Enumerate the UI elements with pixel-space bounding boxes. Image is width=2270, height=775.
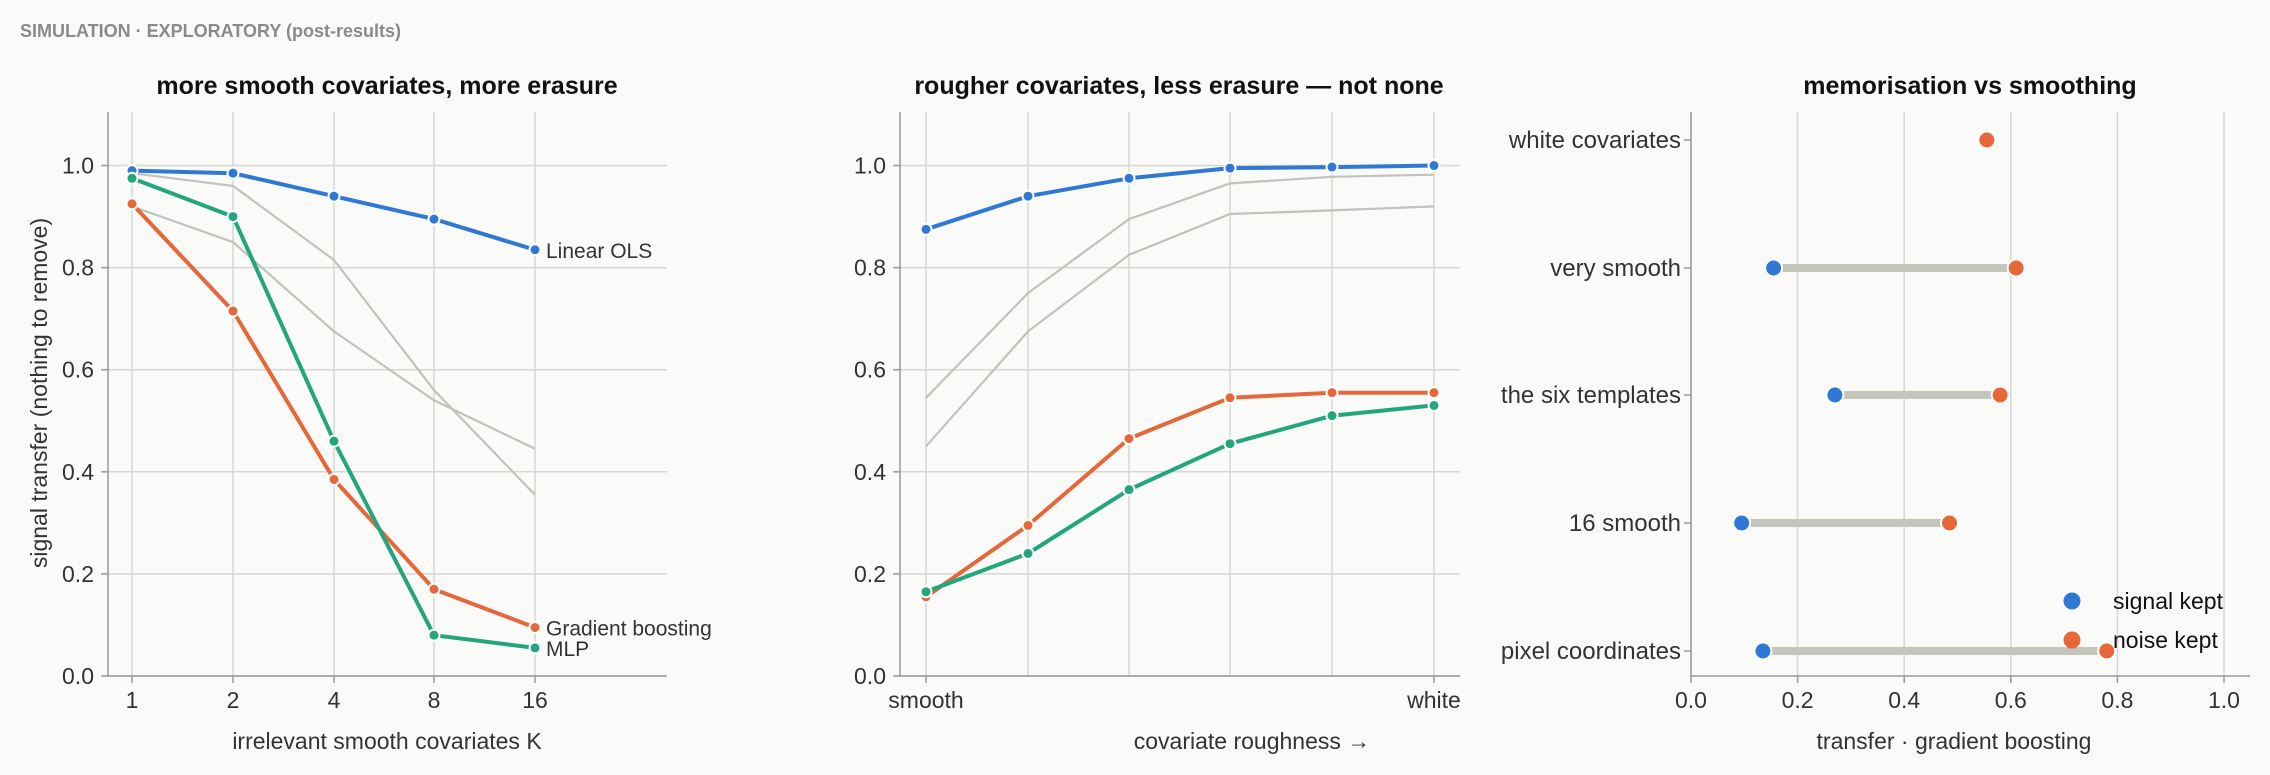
reference-line [925,173,1435,399]
panel2-title: rougher covariates, less erasure — not n… [914,72,1443,100]
legend: signal kept noise kept [2063,588,2224,653]
category-label: white covariates [1508,127,1681,154]
legend-signal-marker [2063,592,2081,610]
data-point [1122,432,1136,446]
panel3-x-axis-label: transfer · gradient boosting [1817,728,2092,754]
category-label: very smooth [1550,255,1681,282]
legend-noise-label: noise kept [2113,627,2218,653]
x-tick-label: 1 [126,687,139,713]
x-tick-label: 0.4 [1888,687,1920,713]
data-point [1021,518,1035,532]
panel1-title: more smooth covariates, more erasure [156,72,617,100]
data-point [1021,189,1035,203]
panel1-x-axis-label: irrelevant smooth covariates K [232,728,542,754]
data-point [226,304,240,318]
x-tick-label: 0.0 [1675,687,1707,713]
signal-kept-dot [1825,385,1845,405]
reference-line [925,163,1435,232]
data-point [1122,171,1136,185]
x-tick-label: 4 [328,687,341,713]
data-point [919,222,933,236]
x-tick-label: 0.8 [2101,687,2133,713]
y-tick-label: 0.2 [62,561,94,587]
y-tick-label: 0.4 [854,459,886,485]
panel3-title: memorisation vs smoothing [1803,72,2136,100]
y-tick-label: 0.8 [62,255,94,281]
panel2-x-axis-label: covariate roughness → [1134,728,1371,754]
x-tick-label: 1.0 [2208,687,2240,713]
x-tick-label: 16 [522,687,548,713]
y-tick-label: 0.0 [854,663,886,689]
panel-memorisation: memorisation vs smoothing 0.0 0.2 0.4 0.6 0.… [1501,72,2250,754]
y-tick-label: 0.2 [854,561,886,587]
data-point [1223,437,1237,451]
y-tick-label: 0.6 [854,357,886,383]
y-tick-label: 0.8 [854,255,886,281]
data-point [1223,391,1237,405]
data-point [1021,546,1035,560]
data-point [1223,161,1237,175]
noise-kept-dot [1940,513,1960,533]
legend-noise-marker [2063,631,2081,649]
x-tick-label: 0.2 [1782,687,1814,713]
x-tick-label: 2 [227,687,240,713]
category-label: the six templates [1501,382,1681,409]
series-label-gradient-boosting: Gradient boosting [546,618,712,641]
x-tick-label: white [1406,687,1461,713]
series-label-mlp: MLP [546,638,589,661]
y-tick-label: 1.0 [62,153,94,179]
data-point [125,197,139,211]
data-point [1325,409,1339,423]
noise-kept-dot [1977,130,1997,150]
x-tick-label: smooth [888,687,963,713]
category-label: 16 smooth [1569,510,1681,537]
reference-line [925,403,1435,594]
data-point [1427,398,1441,412]
y-tick-label: 0.4 [62,459,94,485]
reference-line [925,205,1435,448]
panel1-y-axis-label: signal transfer (nothing to remove) [26,218,52,568]
noise-kept-dot [2097,641,2117,661]
x-tick-label: 0.6 [1995,687,2027,713]
data-point [125,171,139,185]
figure-header: SIMULATION · EXPLORATORY (post-results) [20,21,401,41]
data-point [427,212,441,226]
panel-roughness: rougher covariates, less erasure — not n… [854,72,1461,754]
y-tick-label: 0.6 [62,357,94,383]
data-point [226,166,240,180]
reference-line [131,172,536,496]
data-point [919,585,933,599]
reference-line [131,205,536,450]
data-point [327,189,341,203]
data-point [1325,386,1339,400]
data-point [226,210,240,224]
signal-kept-dot [1753,641,1773,661]
data-point [427,582,441,596]
data-point [1122,483,1136,497]
data-point [427,628,441,642]
data-point [327,434,341,448]
data-point [1427,159,1441,173]
category-label: pixel coordinates [1501,638,1681,665]
reference-line [924,390,1434,599]
data-point [528,621,542,635]
signal-kept-dot [1764,258,1784,278]
noise-kept-dot [1990,385,2010,405]
data-point [1427,386,1441,400]
legend-signal-label: signal kept [2113,588,2224,614]
data-point [528,243,542,257]
x-tick-label: 8 [428,687,441,713]
y-tick-label: 0.0 [62,663,94,689]
noise-kept-dot [2006,258,2026,278]
y-tick-label: 1.0 [854,153,886,179]
data-point [528,641,542,655]
data-point [327,472,341,486]
series-label-linear-ols: Linear OLS [546,240,652,263]
data-point [1325,160,1339,174]
panel-smooth-covariates: more smooth covariates, more erasure 0.0… [26,72,712,754]
signal-kept-dot [1732,513,1752,533]
